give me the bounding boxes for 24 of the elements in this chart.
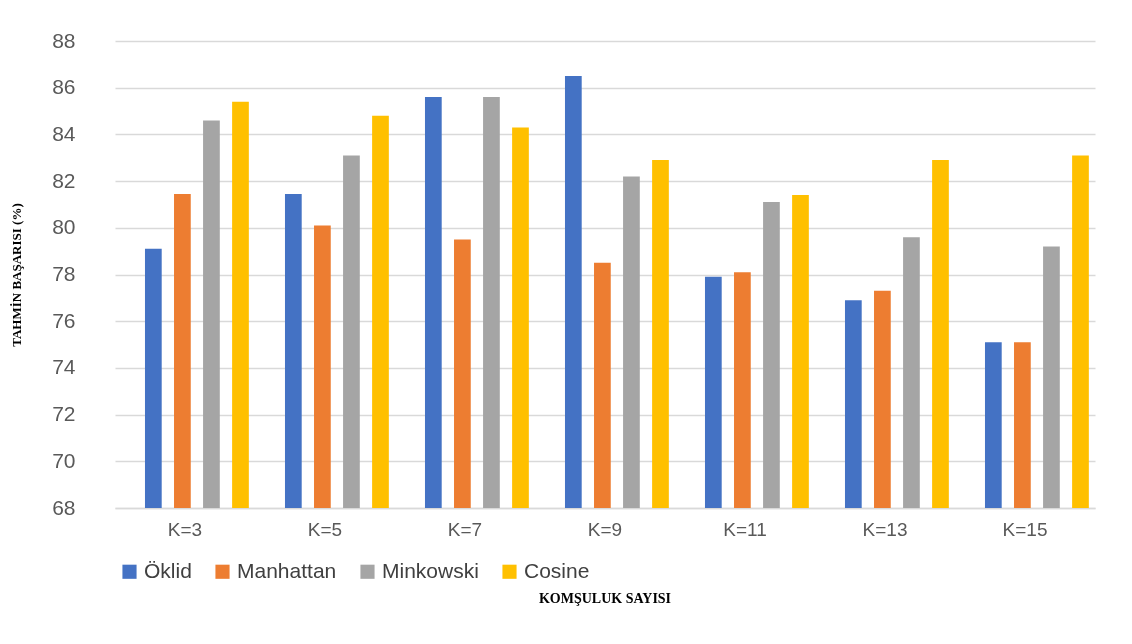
x-tick-label: K=13 — [862, 518, 908, 540]
y-tick-label: 68 — [52, 495, 76, 519]
y-tick-label: 70 — [52, 448, 76, 472]
x-axis-title: KOMŞULUK SAYISI — [538, 591, 672, 606]
x-tick-label: K=11 — [723, 518, 767, 540]
x-tick-label: K=7 — [447, 518, 483, 540]
x-tick-label: K=9 — [587, 518, 623, 540]
y-tick-label: 80 — [52, 215, 76, 239]
legend-label: Cosine — [524, 558, 590, 582]
y-tick-label: 84 — [52, 121, 76, 145]
y-tick-label: 86 — [52, 75, 76, 99]
legend-label: Manhattan — [237, 558, 337, 582]
y-tick-label: 82 — [52, 168, 76, 192]
y-axis-title: TAHMİN BAŞARISI (%) — [9, 203, 25, 347]
x-tick-label: K=5 — [307, 518, 343, 540]
y-tick-label: 78 — [52, 262, 76, 285]
x-tick-label: K=3 — [167, 518, 203, 540]
y-tick-label: 88 — [52, 28, 76, 52]
y-tick-label: 76 — [52, 308, 76, 332]
y-tick-label: 72 — [52, 402, 76, 426]
legend-label: Öklid — [144, 558, 192, 582]
x-tick-label: K=15 — [1002, 518, 1048, 540]
legend-label: Minkowski — [382, 558, 479, 582]
y-tick-label: 74 — [52, 355, 76, 379]
